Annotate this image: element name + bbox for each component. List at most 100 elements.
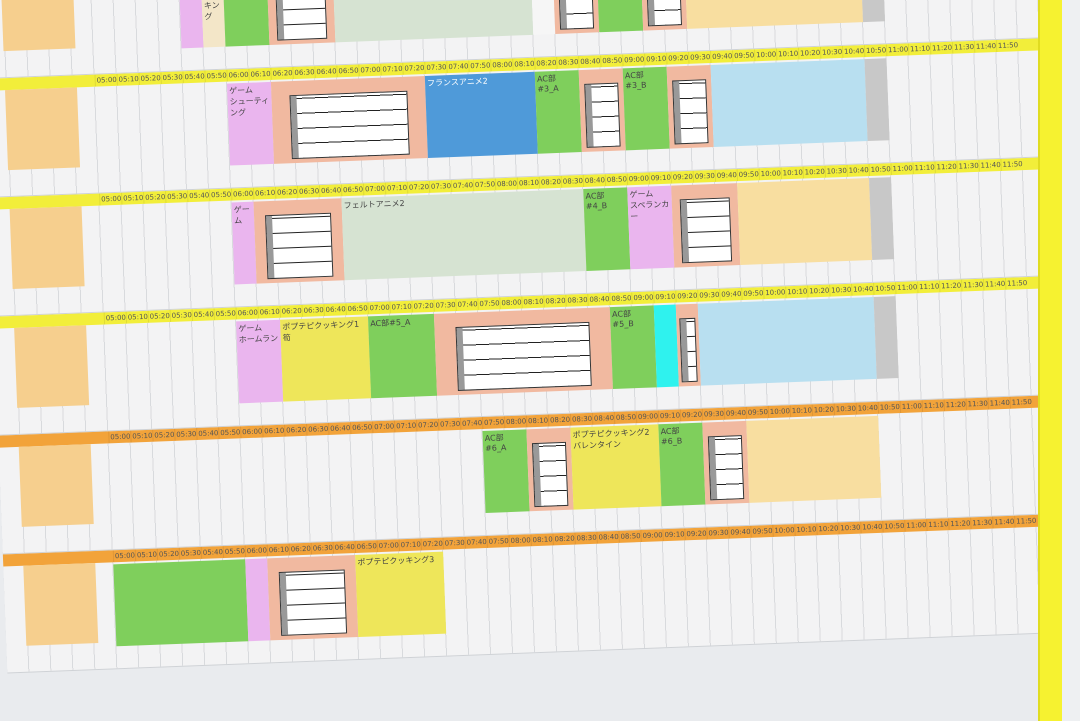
schedule-block[interactable]	[653, 304, 679, 388]
time-tick-label: 05:30	[169, 309, 194, 322]
row-label-cell[interactable]	[18, 444, 94, 527]
schedule-block[interactable]: AC部#6_B	[658, 422, 706, 507]
schedule-block[interactable]: フランスアニメ2	[424, 71, 538, 158]
schedule-block[interactable]: ゲーム シューティング	[226, 81, 275, 166]
time-tick-label: 08:50	[609, 292, 633, 306]
time-tick-label: 09:30	[688, 51, 712, 64]
schedule-block[interactable]: ポプテピクッキング3	[355, 551, 447, 637]
time-tick-label: 05:50	[222, 545, 247, 559]
storyboard-thumbnail-block[interactable]	[253, 198, 345, 284]
schedule-block[interactable]	[737, 178, 873, 266]
storyboard-thumbnail-block[interactable]	[578, 68, 626, 153]
time-tick-label: 11:40	[982, 277, 1007, 291]
time-tick-label: 09:00	[635, 410, 660, 424]
time-tick-label: 10:00	[763, 286, 787, 300]
row-label-cell[interactable]	[14, 325, 90, 408]
schedule-block[interactable]: フェルト メイキング	[200, 0, 226, 48]
schedule-block[interactable]: ポプテピクッキング2 バレンタイン	[570, 424, 662, 510]
time-tick-label: 11:20	[934, 160, 958, 174]
schedule-block[interactable]	[873, 296, 899, 379]
time-tick-label: 09:50	[736, 168, 761, 182]
time-tick-label: 10:20	[811, 403, 836, 417]
schedule-block[interactable]	[859, 0, 886, 23]
time-tick-label: 05:20	[138, 72, 162, 85]
time-tick-label: 06:30	[296, 185, 321, 198]
time-tick-label: 09:00	[640, 529, 664, 543]
schedule-block[interactable]: AC部#3_A	[534, 70, 582, 154]
time-tick-label: 06:00	[244, 544, 269, 558]
schedule-block[interactable]: ゲーム	[231, 201, 257, 285]
time-tick-label: 11:20	[939, 279, 963, 293]
time-tick-label: 10:40	[846, 164, 870, 177]
row-label-cell[interactable]	[9, 206, 85, 289]
time-tick-label: 08:00	[494, 177, 519, 191]
time-tick-label: 10:10	[789, 404, 814, 418]
time-tick-label: 08:20	[552, 532, 576, 546]
storyboard-thumbnail-block[interactable]	[640, 0, 688, 31]
time-tick-label: 09:20	[679, 408, 704, 422]
time-tick-label: 05:20	[143, 191, 167, 204]
storyboard-thumbnail-block[interactable]	[666, 65, 714, 149]
schedule-block[interactable]: ポプテピクッキング1 筍	[280, 316, 372, 402]
schedule-block[interactable]: AC部#5_A	[367, 313, 438, 399]
schedule-block[interactable]	[869, 177, 895, 260]
time-tick-label: 07:40	[450, 179, 475, 193]
time-tick-label: 10:00	[772, 524, 796, 537]
time-tick-label: 06:00	[235, 306, 259, 320]
schedule-block[interactable]: AC部#3_B	[622, 66, 670, 151]
schedule-block[interactable]	[697, 296, 877, 386]
storyboard-thumbnail-block[interactable]	[552, 0, 600, 34]
storyboard-thumbnail-block[interactable]: ド確定	[266, 0, 336, 45]
storyboard-thumbnail-block[interactable]	[433, 307, 613, 396]
row-label-cell[interactable]	[0, 0, 76, 52]
time-tick-label: 05:10	[130, 429, 154, 443]
time-tick-label: 06:20	[279, 304, 303, 318]
time-tick-label: 07:10	[393, 419, 418, 433]
schedule-block[interactable]: AC部#5_B	[609, 305, 657, 390]
schedule-block[interactable]	[864, 58, 890, 142]
screen-edge	[1062, 0, 1080, 721]
schedule-block[interactable]: AC部#2_B	[596, 0, 644, 33]
schedule-block[interactable]: AC部#4_B	[583, 187, 631, 271]
storyboard-thumbnail-block[interactable]	[702, 420, 750, 505]
time-tick-label: 05:50	[204, 69, 228, 83]
storyboard-thumbnail-block[interactable]	[270, 76, 428, 164]
schedule-block[interactable]: フェルトアニメ2	[341, 189, 587, 281]
schedule-block[interactable]: ゲーム	[178, 0, 204, 49]
schedule-block[interactable]: AC部#6_A	[482, 429, 530, 513]
time-tick-label: 05:20	[147, 309, 172, 323]
time-tick-label: 08:30	[560, 174, 585, 188]
schedule-block[interactable]: ゲーム スペランカー	[627, 185, 675, 270]
time-tick-label: 06:00	[240, 425, 264, 439]
time-tick-label: 10:00	[754, 48, 778, 62]
time-tick-label: 09:10	[648, 171, 673, 185]
time-tick-label: 09:30	[706, 526, 730, 540]
time-tick-label: 06:30	[301, 304, 325, 317]
time-tick-label: 08:10	[525, 414, 550, 428]
row-label-cell[interactable]	[23, 563, 99, 646]
storyboard-thumbnail-block[interactable]	[675, 303, 701, 387]
time-tick-label: 09:30	[697, 288, 721, 302]
schedule-block[interactable]	[746, 415, 882, 503]
time-tick-label: 09:20	[666, 51, 690, 65]
schedule-block[interactable]: クリみくじ	[530, 0, 556, 35]
schedule-block[interactable]	[245, 558, 271, 642]
time-tick-label: 09:50	[741, 287, 765, 301]
storyboard-thumbnail-block[interactable]	[671, 183, 741, 268]
time-tick-label: 11:40	[987, 396, 1011, 410]
time-tick-label: 09:10	[657, 409, 682, 423]
time-tick-label: 07:50	[477, 297, 501, 311]
schedule-block[interactable]	[113, 559, 249, 647]
time-tick-label: 07:30	[428, 180, 453, 193]
row-label-cell[interactable]	[5, 87, 81, 171]
time-tick-label: 07:40	[455, 298, 479, 311]
storyboard-thumbnail-block[interactable]	[267, 555, 359, 641]
schedule-block[interactable]: AC部#2_A	[222, 0, 270, 47]
time-tick-label: 11:10	[907, 42, 932, 56]
time-tick-label: 09:20	[675, 289, 699, 303]
time-tick-label: 10:10	[775, 47, 800, 61]
schedule-block[interactable]	[710, 59, 868, 147]
storyboard-thumbnail-block[interactable]	[526, 427, 574, 512]
schedule-block[interactable]: ゲーム ホームラン	[236, 319, 284, 404]
time-tick-label: 09:40	[728, 525, 752, 539]
